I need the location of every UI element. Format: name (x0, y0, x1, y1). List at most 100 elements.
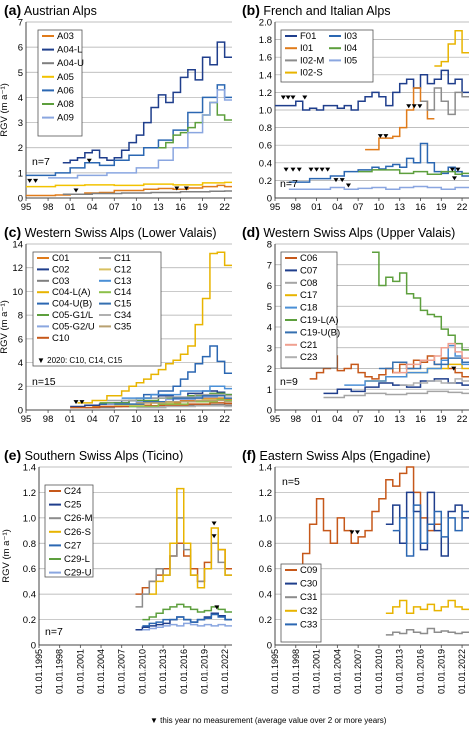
no-measurement-marker (73, 400, 79, 405)
y-tick-label: 12 (12, 263, 23, 274)
no-measurement-marker (349, 530, 355, 535)
x-tick-label: 01.01.2001 (75, 649, 85, 694)
legend-label: A08 (57, 99, 74, 110)
legend-label: A05 (57, 72, 74, 83)
no-measurement-marker (183, 186, 189, 191)
series-line-C30 (385, 491, 469, 557)
y-tick-label: 2.0 (259, 18, 272, 29)
series-line-A05 (26, 181, 232, 188)
no-measurement-marker (290, 167, 296, 172)
y-tick-label: 8 (18, 311, 23, 322)
legend-label: I05 (344, 55, 357, 66)
series-line-I02-S (434, 30, 469, 67)
series-line-C09 (288, 466, 442, 570)
series-line-C10 (70, 402, 232, 409)
y-tick-label: 5 (267, 302, 272, 313)
series-line-I03 (288, 142, 469, 183)
panel-letter: (e) (4, 447, 22, 463)
legend-label: C14 (114, 287, 131, 298)
y-tick-label: 14 (12, 240, 23, 251)
legend-label: I03 (344, 31, 357, 42)
y-tick-label: 0.8 (259, 539, 272, 550)
legend-label: C03 (52, 276, 69, 287)
no-measurement-marker (339, 178, 345, 183)
series-line-C27 (142, 613, 232, 627)
no-measurement-marker (354, 530, 360, 535)
legend-label: C11 (114, 253, 131, 264)
legend-label: C26-S (64, 527, 91, 538)
x-tick-label: 22 (219, 202, 230, 213)
series-line-I04 (358, 169, 469, 175)
no-measurement-marker (280, 95, 286, 100)
no-measurement-marker (319, 167, 325, 172)
panel-letter: (b) (242, 2, 260, 18)
x-tick-label: 22 (219, 414, 230, 425)
y-tick-label: 1.6 (259, 53, 272, 64)
x-tick-label: 01.01.1995 (270, 649, 280, 694)
legend-label: I02-M (300, 55, 324, 66)
n-label: n=15 (32, 376, 56, 388)
panel-title-text: French and Italian Alps (263, 4, 391, 18)
panel-letter: (d) (242, 224, 260, 240)
x-tick-label: 07 (353, 414, 364, 425)
no-measurement-marker (33, 178, 39, 183)
x-tick-label: 95 (21, 414, 32, 425)
no-measurement-marker (345, 183, 351, 188)
x-tick-label: 04 (87, 414, 98, 425)
x-tick-label: 95 (270, 414, 281, 425)
series-line-C26-S (149, 487, 232, 595)
legend-label: C35 (114, 321, 131, 332)
y-tick-label: 1.2 (259, 488, 272, 499)
x-tick-label: 04 (332, 414, 343, 425)
x-tick-label: 13 (153, 414, 164, 425)
no-measurement-marker (406, 104, 412, 109)
y-tick-label: 0 (18, 194, 23, 205)
panel-e-plot: 0 0.2 0.4 0.6 0.8 1.0 1.2 1.4 01.01.1995 01.01.19… (1, 463, 232, 694)
y-tick-label: 7 (18, 18, 23, 29)
series-line-F01 (275, 69, 469, 111)
no-measurement-marker (314, 167, 320, 172)
no-measurement-marker (449, 167, 455, 172)
series-line-I02-M (420, 87, 469, 116)
footnote: ▼ this year no measurement (average valu… (150, 716, 387, 725)
no-measurement-marker (86, 158, 92, 163)
y-tick-label: 0 (267, 194, 272, 205)
legend-label: I02-S (300, 68, 323, 79)
x-tick-label: 07 (109, 414, 120, 425)
legend-label: C12 (114, 264, 131, 275)
n-label: n=9 (280, 376, 298, 388)
series-line-C23 (399, 378, 469, 386)
x-tick-label: 04 (87, 202, 98, 213)
x-tick-label: 01.01.2007 (117, 649, 127, 694)
legend-label: C15 (114, 299, 131, 310)
y-tick-label: 2 (267, 364, 272, 375)
legend-label: C06 (300, 253, 317, 264)
legend-label: I01 (300, 43, 313, 54)
series-line-C29-U (142, 622, 232, 631)
series-line-C04-L(A) (77, 251, 232, 404)
series-line-I01 (365, 87, 435, 151)
legend-label: C04-U(B) (52, 299, 92, 310)
x-tick-label: 01.01.2004 (332, 649, 342, 694)
legend-label: C24 (64, 486, 81, 497)
y-tick-label: 0.2 (23, 615, 36, 626)
x-tick-label: 01.01.2013 (395, 649, 405, 694)
legend-label: C19-U(B) (300, 327, 340, 338)
series-line-C18 (344, 344, 469, 386)
y-tick-label: 2 (18, 143, 23, 154)
panel-c-plot: 0 2 4 6 8 10 12 14 95 98 01 04 07 10 13 16 19 22 RGV (m a⁻… (0, 240, 232, 425)
y-tick-label: 0 (267, 406, 272, 417)
y-tick-label: 0 (31, 641, 36, 652)
legend-label: A04-U (57, 58, 84, 69)
y-tick-label: 1.0 (259, 106, 272, 117)
x-tick-label: 07 (353, 202, 364, 213)
y-tick-label: 4 (18, 358, 23, 369)
no-measurement-marker (333, 178, 339, 183)
y-tick-label: 7 (267, 260, 272, 271)
x-tick-label: 16 (175, 202, 186, 213)
x-tick-label: 19 (197, 414, 208, 425)
y-tick-label: 2 (18, 382, 23, 393)
x-tick-label: 01 (65, 414, 76, 425)
legend-label: C01 (52, 253, 69, 264)
series-line-C21 (392, 342, 469, 374)
